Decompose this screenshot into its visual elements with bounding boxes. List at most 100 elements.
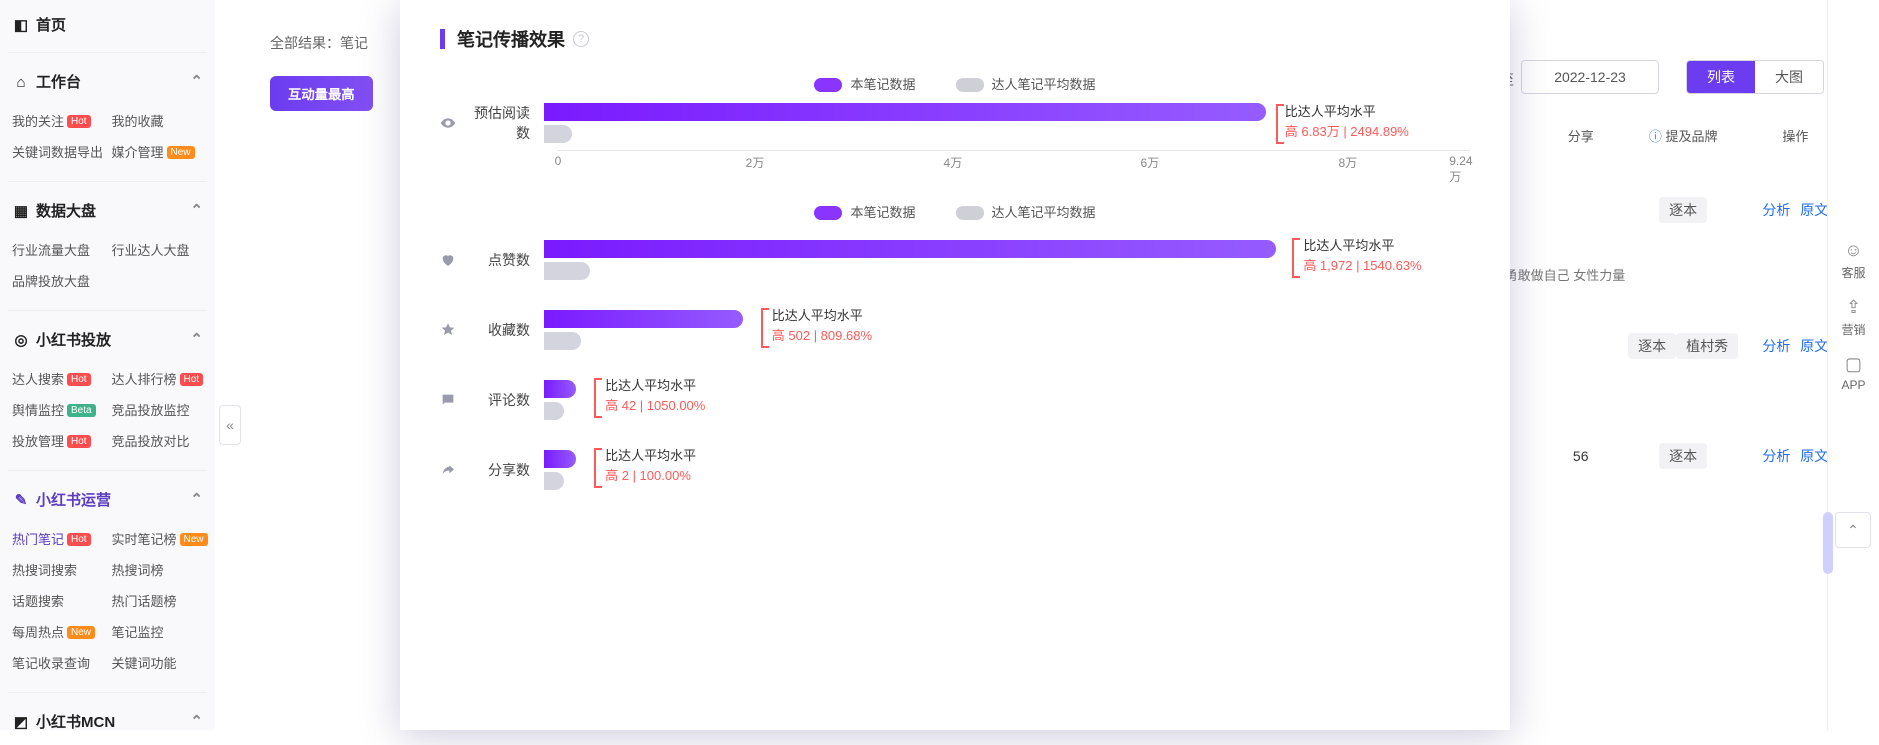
bar-annotation: 比达人平均水平高 2 | 100.00% [605,446,696,485]
analyze-link[interactable]: 分析 [1762,338,1790,354]
help-icon[interactable]: ? [573,31,589,47]
chart-bars: 比达人平均水平高 42 | 1050.00% [544,372,1470,428]
sort-interaction-button[interactable]: 互动量最高 [270,76,373,111]
annotation-bracket [761,308,769,348]
sidebar-group-header[interactable]: ⌂工作台 ⌃ [8,57,207,105]
view-grid-button[interactable]: 大图 [1755,61,1823,93]
origin-link[interactable]: 原文 [1800,202,1828,218]
scroll-to-top-button[interactable]: ⌃ [1835,512,1871,548]
sidebar-item[interactable]: 实时笔记榜New [108,523,208,554]
note-detail-modal: 笔记传播效果 ? 本笔记数据 达人笔记平均数据 预估阅读数 比达人平均水平高 6… [400,0,1510,730]
rail-item[interactable]: ▢APP [1834,354,1874,392]
comment-icon [440,392,462,408]
annotation-bracket [1292,238,1300,278]
sidebar-item[interactable]: 竞品投放对比 [108,425,208,456]
annotation-bracket [1276,104,1284,144]
bar-current [544,310,743,328]
sidebar-item[interactable]: 舆情监控Beta [8,394,108,425]
sidebar-item[interactable]: 品牌投放大盘 [8,265,108,296]
share-icon [440,462,462,478]
chart-row: 分享数 比达人平均水平高 2 | 100.00% [440,436,1470,504]
row-label: 收藏数 [462,320,544,340]
analyze-link[interactable]: 分析 [1762,448,1790,464]
sidebar-group-header[interactable]: ▦数据大盘 ⌃ [8,186,207,234]
chevron-up-icon: ⌃ [190,490,203,508]
sidebar-group-header[interactable]: ✎小红书运营 ⌃ [8,475,207,523]
bar-current [544,450,576,468]
view-list-button[interactable]: 列表 [1687,61,1755,93]
bar-average [544,402,564,420]
chevron-up-icon: ⌃ [190,330,203,348]
bar-current [544,103,1266,121]
analyze-link[interactable]: 分析 [1762,202,1790,218]
sidebar-group-header[interactable]: ◧首页 [8,0,207,48]
sidebar-item[interactable]: 话题搜索 [8,585,108,616]
sidebar-item[interactable]: 笔记收录查询 [8,647,108,678]
sidebar-item[interactable]: 我的收藏 [108,105,208,136]
origin-link[interactable]: 原文 [1800,338,1828,354]
sidebar-item[interactable]: 行业达人大盘 [108,234,208,265]
axis-tick: 2万 [746,154,765,171]
sidebar-item[interactable]: 竞品投放监控 [108,394,208,425]
sidebar-item[interactable]: 投放管理Hot [8,425,108,456]
chart-bars: 比达人平均水平高 6.83万 | 2494.89% [544,98,1470,148]
sidebar-item[interactable]: 笔记监控 [108,616,208,647]
bar-average [544,125,572,143]
sidebar-item[interactable]: 热搜词搜索 [8,554,108,585]
sidebar-group-header[interactable]: ◎小红书投放 ⌃ [8,315,207,363]
sidebar-item[interactable]: 媒介管理New [108,136,208,167]
sidebar-group-header[interactable]: ◩小红书MCN ⌃ [8,697,207,745]
row-label: 评论数 [462,390,544,410]
sidebar-item[interactable]: 热门话题榜 [108,585,208,616]
chart-bars: 比达人平均水平高 2 | 100.00% [544,442,1470,498]
sidebar-item[interactable]: 行业流量大盘 [8,234,108,265]
sidebar-item[interactable]: 关键词数据导出 [8,136,108,167]
sidebar: ◧首页 ⌂工作台 ⌃ 我的关注Hot我的收藏关键词数据导出媒介管理New ▦数据… [0,0,215,730]
collapse-sidebar-button[interactable]: « [219,405,241,445]
annotation-bracket [594,448,602,488]
cell-brand: 逐本植村秀 [1625,331,1742,361]
rail-icon: ☺ [1834,240,1874,261]
star-icon [440,322,462,338]
rail-item[interactable]: ⇪营销 [1834,297,1874,338]
rail-item[interactable]: ☺客服 [1834,240,1874,281]
sidebar-item[interactable]: 达人搜索Hot [8,363,108,394]
sidebar-item[interactable]: 我的关注Hot [8,105,108,136]
row-label: 分享数 [462,460,544,480]
bar-annotation: 比达人平均水平高 1,972 | 1540.63% [1303,236,1421,275]
bar-current [544,380,576,398]
sidebar-item[interactable]: 每周热点New [8,616,108,647]
chart-engagement: 本笔记数据 达人笔记平均数据 点赞数 比达人平均水平高 1,972 | 1540… [440,198,1470,504]
section-accent-bar [440,29,445,49]
section-title: 笔记传播效果 [457,26,565,52]
chart-bars: 比达人平均水平高 502 | 809.68% [544,302,1470,358]
axis-tick: 9.24万 [1449,154,1472,185]
sidebar-item[interactable]: 热搜词榜 [108,554,208,585]
chart-bars: 比达人平均水平高 1,972 | 1540.63% [544,232,1470,288]
chevron-up-icon: ⌃ [190,712,203,730]
date-end-input[interactable]: 2022-12-23 [1521,60,1659,94]
sidebar-item[interactable]: 关键词功能 [108,647,208,678]
brand-tag[interactable]: 逐本 [1659,197,1707,223]
cell-share: 56 [1537,448,1625,464]
origin-link[interactable]: 原文 [1800,448,1828,464]
results-label: 全部结果：笔记 [270,33,368,53]
scrollbar-thumb[interactable] [1823,512,1833,574]
chart-x-axis: 02万4万6万8万9.24万 [558,150,1470,186]
col-share: 分享 [1537,126,1625,145]
brand-tag[interactable]: 植村秀 [1676,333,1738,359]
axis-tick: 0 [555,154,562,168]
brand-tag[interactable]: 逐本 [1659,443,1707,469]
sidebar-item[interactable]: 达人排行榜Hot [108,363,208,394]
bar-average [544,332,581,350]
chart-row: 评论数 比达人平均水平高 42 | 1050.00% [440,366,1470,434]
legend-item-average: 达人笔记平均数据 [956,202,1096,221]
chart-read-estimate: 本笔记数据 达人笔记平均数据 预估阅读数 比达人平均水平高 6.83万 | 24… [440,70,1470,186]
chevron-up-icon: ⌃ [190,201,203,219]
legend-item-average: 达人笔记平均数据 [956,74,1096,93]
sidebar-item[interactable]: 热门笔记Hot [8,523,108,554]
brand-tag[interactable]: 逐本 [1628,333,1676,359]
bar-current [544,240,1276,258]
col-brand: ⓘ 提及品牌 [1625,126,1742,145]
heart-icon [440,252,462,268]
